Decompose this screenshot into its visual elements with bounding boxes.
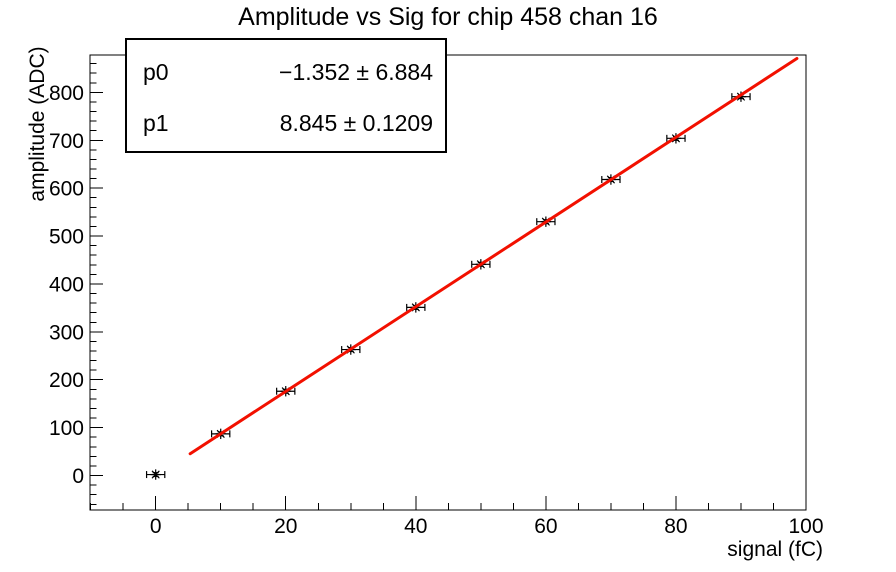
x-axis-title: signal (fC) (727, 538, 823, 561)
y-tick-label: 200 (49, 369, 84, 392)
fit-stats-box: p0 −1.352 ± 6.884 p1 8.845 ± 0.1209 (125, 38, 447, 153)
x-tick-label: 20 (274, 515, 297, 538)
y-tick-label: 500 (49, 226, 84, 249)
x-tick-label: 80 (664, 515, 687, 538)
fit-param-p1-label: p1 (143, 109, 169, 136)
fit-line (188, 56, 799, 456)
chart-title: Amplitude vs Sig for chip 458 chan 16 (238, 3, 658, 31)
y-axis: 0 100 200 300 400 500 600 700 800 (49, 63, 103, 505)
fit-param-p0-value: −1.352 ± 6.884 (279, 59, 433, 86)
fit-param-p0-label: p0 (143, 59, 169, 86)
y-tick-label: 100 (49, 417, 84, 440)
y-tick-label: 300 (49, 321, 84, 344)
y-tick-label: 0 (72, 465, 84, 488)
y-tick-label: 700 (49, 130, 84, 153)
x-axis: 0 20 40 60 80 100 (90, 496, 824, 538)
fit-param-p1-value: 8.845 ± 0.1209 (279, 109, 433, 136)
y-tick-label: 800 (49, 82, 84, 105)
x-tick-label: 60 (534, 515, 557, 538)
stats-row-p0: p0 −1.352 ± 6.884 (143, 50, 433, 96)
x-tick-label: 100 (788, 515, 823, 538)
data-point-marker (145, 469, 166, 480)
x-tick-label: 0 (150, 515, 162, 538)
y-tick-label: 400 (49, 273, 84, 296)
y-axis-title: amplitude (ADC) (26, 46, 49, 202)
stats-row-p1: p1 8.845 ± 0.1209 (143, 101, 433, 147)
x-tick-label: 40 (404, 515, 427, 538)
y-tick-label: 600 (49, 178, 84, 201)
